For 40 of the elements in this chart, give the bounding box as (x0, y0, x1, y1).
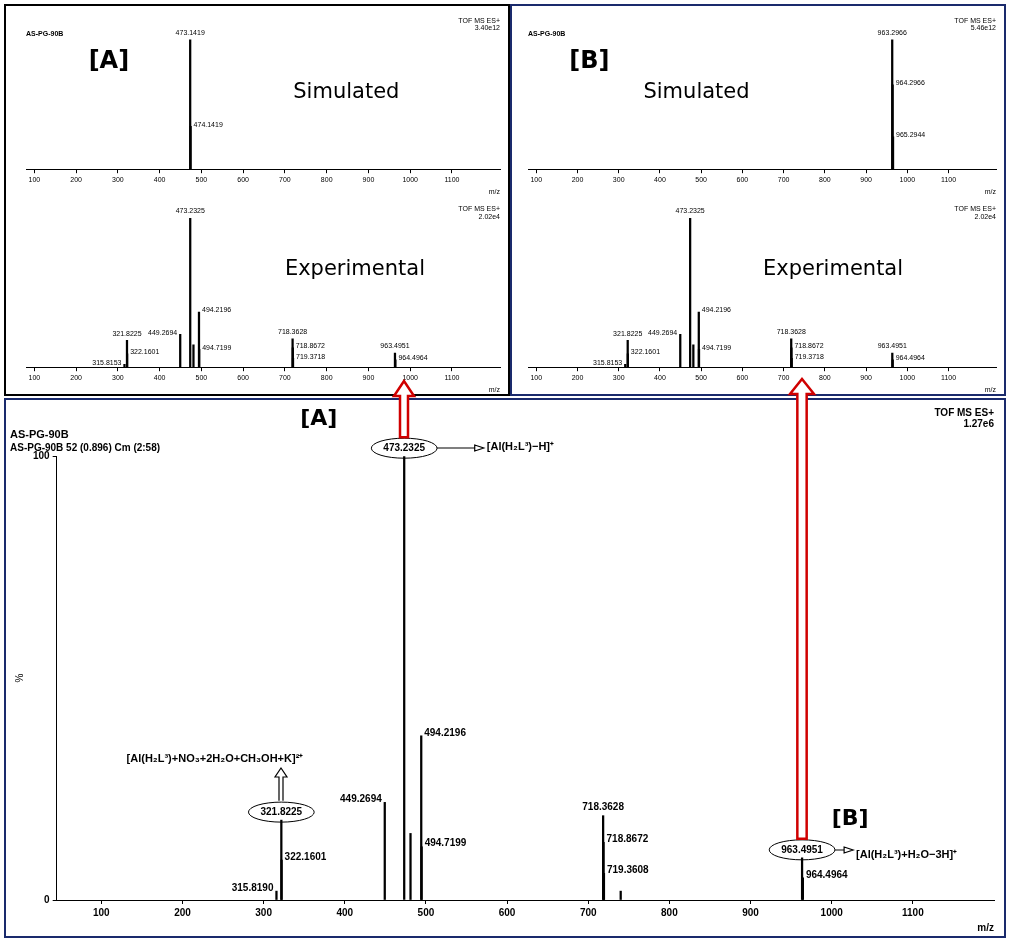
annotation: [B] (569, 45, 610, 74)
annotation: 494.7199 (424, 837, 467, 849)
x-tick-label: 900 (742, 906, 760, 918)
annotation: Simulated (643, 78, 750, 103)
x-tick-label: 500 (417, 906, 435, 918)
x-tick-label: 200 (174, 906, 192, 918)
annotation: 449.2694 (340, 793, 383, 805)
annotation: 494.2196 (424, 726, 467, 738)
x-tick-label: 700 (579, 906, 598, 918)
annotation: 719.3608 (606, 864, 650, 876)
y-tick-label: 0 (44, 893, 51, 905)
x-tick-label: 800 (661, 906, 679, 918)
annotation: 964.4964 (805, 868, 849, 880)
annotation: Experimental (284, 255, 425, 280)
x-tick-label: 1000 (820, 906, 844, 918)
x-tick-label: 100 (92, 906, 111, 918)
annotation: 718.8672 (606, 833, 649, 845)
annotation: 718.3628 (582, 801, 625, 813)
annotation: [A] (88, 45, 130, 74)
annotation: 473.2325 (383, 441, 426, 453)
annotation: Experimental (763, 255, 904, 280)
annotation: [Al(H₂L³)+H₂O−3H]⁺ (856, 847, 958, 860)
annotation: 321.8225 (260, 805, 303, 817)
chart-title: AS-PG-90B (10, 427, 69, 440)
x-tick-label: 400 (336, 906, 354, 918)
x-tick-label: 1100 (902, 906, 925, 918)
text: [Al(H₂L³)−H]⁺ (486, 439, 555, 452)
annotation: [Al(H₂L³)+NO₃+2H₂O+CH₃OH+K]²⁺ (126, 752, 304, 765)
annotation: [B] (831, 804, 869, 830)
annotation: 963.4951 (781, 843, 824, 855)
x-tick-label: 300 (255, 906, 273, 918)
y-axis-title: % (13, 673, 25, 683)
text: 1.27e6 (963, 418, 995, 430)
annotation: 322.1601 (284, 850, 327, 862)
x-axis-title: m/z (977, 921, 994, 933)
text: [A] (300, 405, 338, 431)
annotation: Simulated (293, 78, 400, 103)
x-tick-label: 600 (498, 906, 516, 918)
text: TOF MS ES+ (934, 407, 995, 419)
annotation: 315.8190 (231, 881, 274, 893)
